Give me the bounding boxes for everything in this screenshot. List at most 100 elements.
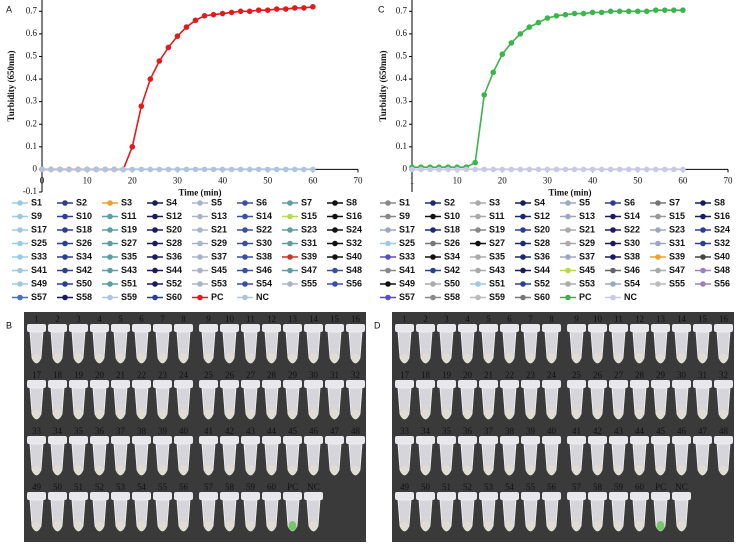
legend-marker [107,254,113,260]
point [237,166,244,173]
tube-liquid [421,465,430,475]
legend-marker [242,213,248,220]
legend-label: S1 [399,197,410,207]
legend-marker [655,281,661,287]
legend-marker [62,281,68,287]
legend-label: S31 [301,238,317,248]
tube-liquid [116,521,125,531]
tube-cap [199,324,218,332]
point [680,7,686,13]
tube-label: 57 [572,482,582,492]
tube-liquid [53,465,62,475]
point [481,166,488,173]
tube-label: 25 [572,370,582,380]
legend-label: S58 [444,292,460,302]
legend-label: S52 [534,278,550,288]
legend-marker [655,267,661,274]
tube-label: 12 [267,314,276,324]
tube-label: 57 [204,482,214,492]
legend-label: S40 [346,251,362,261]
point [671,7,677,13]
tube-cap [609,380,628,388]
tube-cap [437,380,456,388]
legend-marker [475,213,481,220]
tube-label: PC [655,482,666,492]
tube-cap [500,436,519,444]
point [436,166,442,173]
tube-cap [111,492,130,500]
legend-marker [565,227,571,233]
tube-label: 7 [160,314,165,324]
legend-marker [385,227,391,233]
tube-label: 27 [614,370,624,380]
tube-label: 49 [400,482,410,492]
tube-label: 53 [484,482,494,492]
tube-liquid [288,521,297,531]
tube-liquid [53,409,62,419]
legend-marker [152,254,158,260]
point [48,166,54,173]
panel-label: B [6,320,12,330]
tube-liquid [32,409,41,419]
point [445,166,451,173]
tube-cap [346,380,365,388]
point [418,166,424,173]
legend-label: PC [579,292,592,302]
tube-liquid [698,353,707,363]
x-tick-label: 1 [410,175,415,185]
point [147,76,154,82]
tube-label: 48 [351,426,361,436]
legend-marker [520,213,526,220]
point [192,166,199,173]
point [138,103,145,109]
legend-label: S58 [76,292,92,302]
point [237,8,244,15]
tube-cap [567,380,586,388]
tube-liquid [719,409,728,419]
tube-cap [500,324,519,332]
tube-cap [90,324,109,332]
legend-label: S60 [166,292,182,302]
tube-label: 35 [74,426,84,436]
tube-liquid [53,353,62,363]
tube-label: 59 [246,482,256,492]
tube-liquid [74,409,83,419]
tube-cap [304,436,323,444]
point [544,15,551,21]
tube-label: 5 [486,314,491,324]
point [156,166,163,173]
legend-marker [242,200,248,206]
legend-marker [700,240,706,247]
tube-label: 36 [95,426,105,436]
point [39,166,45,173]
legend-marker [332,267,338,274]
tube-label: 45 [288,426,298,436]
legend-label: S22 [256,224,272,234]
tube-label: 13 [656,314,666,324]
tube-liquid [526,409,535,419]
point [481,92,488,98]
tube-liquid [309,465,318,475]
tube-liquid [309,409,318,419]
tube-cap [609,436,628,444]
y-tick-label: 0.6 [26,28,38,38]
legend-label: S15 [301,211,317,221]
legend-marker [700,254,706,260]
legend-marker [610,294,616,301]
y-tick-label: 0.1 [396,141,407,151]
legend-marker [242,267,248,274]
legend-marker [655,227,661,233]
tube-cap [69,436,88,444]
legend-marker [332,281,338,287]
tube-cap [479,492,498,500]
tube-cap [111,324,130,332]
y-tick-label: 0.6 [396,28,408,38]
tube-label: 51 [442,482,451,492]
legend-label: S40 [714,251,730,261]
tube-cap [416,324,435,332]
tube-label: 22 [505,370,514,380]
point [580,10,587,17]
legend-label: S49 [31,278,47,288]
tube-label: 42 [225,426,234,436]
legend-marker [430,213,436,220]
